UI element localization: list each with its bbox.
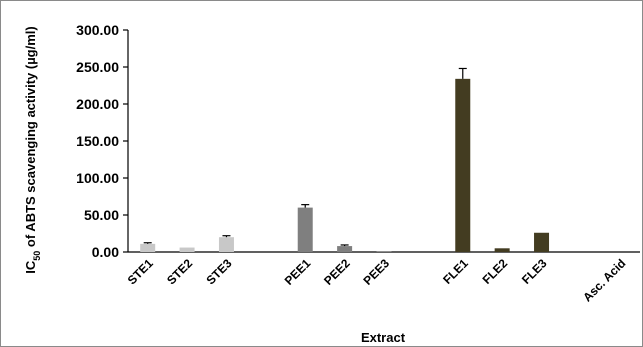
y-tick-label: 300.00 — [76, 22, 119, 38]
bar-fle1 — [455, 78, 471, 252]
y-axis-title: IC50 of ABTS scavenging activity (µg/ml) — [23, 26, 42, 273]
x-tick-label: PEE3 — [361, 256, 393, 288]
bar-fle2 — [494, 248, 510, 252]
y-axis-title-post: of ABTS scavenging activity (µg/ml) — [23, 26, 38, 250]
y-axis-title-pre: IC — [23, 260, 38, 274]
bar-ste2 — [179, 247, 195, 252]
bar-pee1 — [297, 207, 313, 252]
x-tick-label: STE1 — [125, 256, 156, 287]
y-axis-title-subscript: 50 — [32, 251, 42, 261]
y-tick-label: 250.00 — [76, 59, 119, 75]
y-tick-label: 150.00 — [76, 133, 119, 149]
y-axis: 0.00 50.00 100.00 150.00 200.00 250.00 300.00 — [76, 22, 129, 260]
x-tick-label: PEE1 — [282, 256, 314, 288]
bars — [140, 67, 550, 252]
x-axis: STE1 STE2 STE3 PEE1 PEE2 PEE3 FLE1 FLE2 FLE3 Asc.… — [125, 251, 640, 304]
x-tick-label: FLE1 — [440, 256, 471, 287]
y-tick-label: 50.00 — [84, 207, 119, 223]
bar-fle3 — [534, 232, 550, 252]
bar-ste1 — [140, 243, 156, 252]
x-tick-label: FLE3 — [519, 256, 550, 287]
x-tick-label: Asc. Acid — [580, 256, 628, 304]
bar-ste3 — [218, 237, 234, 252]
x-tick-label: STE2 — [164, 256, 195, 287]
x-tick-label: PEE2 — [321, 256, 353, 288]
y-tick-label: 200.00 — [76, 96, 119, 112]
bar-pee2 — [337, 246, 353, 252]
x-tick-label: FLE2 — [480, 256, 511, 287]
x-axis-title: Extract — [361, 330, 406, 345]
x-tick-label: STE3 — [203, 256, 234, 287]
y-tick-label: 100.00 — [76, 170, 119, 186]
bar-pee3 — [376, 251, 392, 252]
y-tick-label: 0.00 — [92, 244, 119, 260]
